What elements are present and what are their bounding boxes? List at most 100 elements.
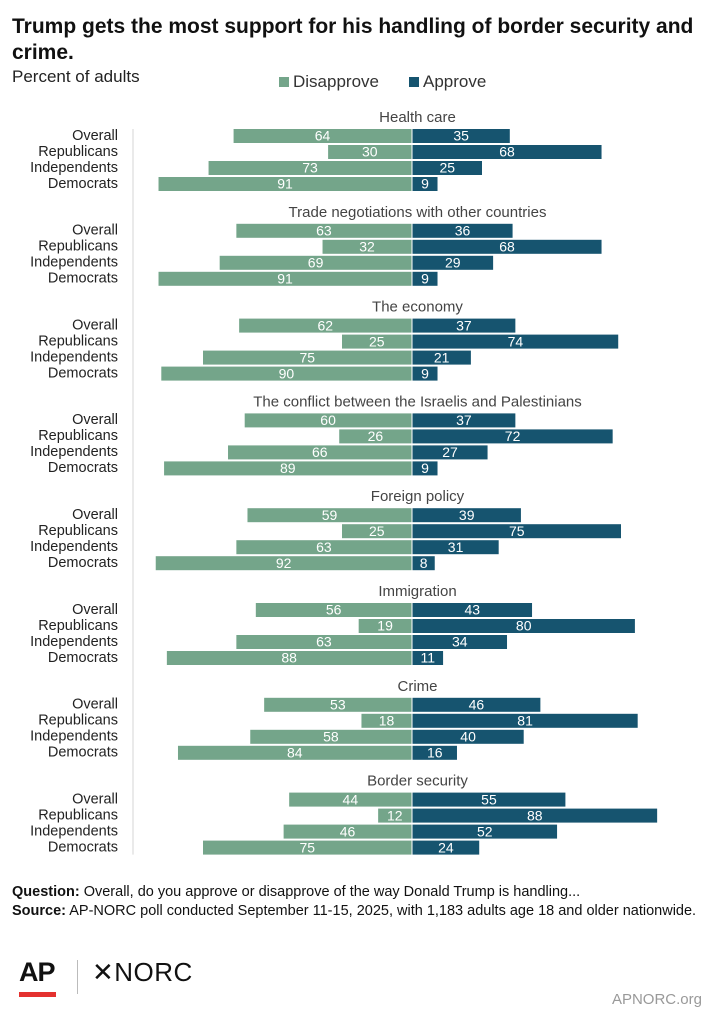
source-label: Source:: [12, 903, 66, 919]
bar-disapprove: [239, 318, 412, 333]
bar-disapprove: [166, 651, 412, 665]
data-label-approve: 88: [527, 807, 543, 823]
legend-label-disapprove: Disapprove: [293, 72, 379, 91]
data-label-approve: 8: [420, 555, 428, 571]
data-label-disapprove: 63: [316, 539, 332, 555]
bar-approve: [412, 318, 516, 333]
group-title: Health care: [379, 109, 456, 126]
bar-approve: [412, 445, 488, 460]
category-label: Independents: [30, 823, 118, 839]
data-label-approve: 72: [505, 428, 521, 444]
data-label-approve: 34: [452, 634, 468, 650]
legend-swatch-disapprove: [279, 77, 289, 87]
bar-disapprove: [161, 366, 412, 381]
bar-approve: [412, 429, 613, 444]
bar-disapprove: [255, 603, 412, 617]
site-url: APNORC.org: [611, 991, 702, 1008]
question-text: Overall, do you approve or disapprove of…: [83, 884, 581, 900]
chart-legend: Disapprove Approve: [279, 72, 516, 92]
data-label-approve: 9: [421, 365, 429, 381]
bar-approve: [412, 824, 558, 839]
category-label: Democrats: [48, 271, 118, 287]
category-label: Democrats: [48, 745, 118, 761]
bar-approve: [412, 239, 602, 254]
bar-disapprove: [236, 635, 412, 649]
data-label-disapprove: 44: [343, 791, 359, 807]
bar-approve: [412, 508, 521, 523]
group-title: The economy: [372, 299, 463, 316]
data-label-disapprove: 46: [340, 823, 356, 839]
category-label: Independents: [30, 539, 118, 555]
data-label-approve: 35: [453, 128, 469, 144]
legend-item-approve: Approve: [409, 72, 486, 92]
bar-approve: [412, 697, 541, 712]
category-label: Independents: [30, 729, 118, 745]
bar-approve: [412, 223, 513, 238]
bar-approve: [412, 366, 438, 381]
bar-approve: [412, 177, 438, 191]
data-label-disapprove: 91: [277, 176, 293, 192]
data-label-disapprove: 92: [276, 555, 292, 571]
data-label-disapprove: 25: [369, 333, 385, 349]
category-label: Republicans: [38, 523, 118, 539]
bar-disapprove: [203, 350, 412, 365]
category-label: Democrats: [48, 555, 118, 571]
bar-disapprove: [244, 413, 412, 428]
legend-item-disapprove: Disapprove: [279, 72, 379, 92]
source-text: AP-NORC poll conducted September 11-15, …: [69, 903, 697, 919]
footer-question: Question: Overall, do you approve or dis…: [12, 883, 580, 902]
bar-disapprove: [208, 161, 412, 175]
data-label-approve: 75: [509, 523, 525, 539]
data-label-disapprove: 30: [362, 144, 378, 160]
data-label-disapprove: 18: [379, 713, 395, 729]
bar-disapprove: [342, 334, 412, 349]
question-label: Question:: [12, 884, 80, 900]
group-title: Immigration: [378, 583, 456, 600]
bar-disapprove: [322, 239, 412, 254]
data-label-disapprove: 90: [279, 365, 295, 381]
category-label: Republicans: [38, 713, 118, 729]
bar-disapprove: [361, 713, 412, 728]
bar-approve: [412, 713, 638, 728]
data-label-approve: 37: [456, 317, 472, 333]
data-label-disapprove: 63: [316, 223, 332, 239]
category-label: Overall: [72, 507, 118, 523]
diverging-bar-chart: Health care Overall 64 35 Republicans 30 68 Ind…: [30, 109, 658, 855]
group-title: Crime: [398, 678, 438, 695]
bar-disapprove: [250, 729, 412, 744]
bar-disapprove: [228, 445, 412, 460]
group-title: Border security: [367, 773, 468, 790]
category-label: Overall: [72, 791, 118, 807]
data-label-disapprove: 56: [326, 602, 342, 618]
bar-approve: [412, 161, 482, 175]
data-label-disapprove: 25: [369, 523, 385, 539]
data-label-approve: 11: [421, 650, 436, 666]
data-label-approve: 9: [421, 271, 429, 287]
data-label-disapprove: 88: [281, 650, 297, 666]
bar-disapprove: [247, 508, 412, 523]
bar-approve: [412, 635, 508, 649]
category-label: Overall: [72, 697, 118, 713]
data-label-disapprove: 60: [320, 412, 336, 428]
bar-approve: [412, 271, 438, 286]
footer-source: Source: AP-NORC poll conducted September…: [12, 902, 702, 921]
bar-approve: [412, 350, 471, 365]
bar-disapprove: [283, 824, 412, 839]
bar-disapprove: [155, 556, 412, 571]
bar-disapprove: [264, 697, 412, 712]
bar-approve: [412, 556, 435, 571]
bar-approve: [412, 334, 619, 349]
chart-subtitle: Percent of adults: [12, 67, 140, 86]
data-label-disapprove: 59: [322, 507, 338, 523]
ap-logo: AP: [19, 957, 56, 987]
chart-title: Trump gets the most support for his hand…: [12, 15, 694, 64]
bar-approve: [412, 413, 516, 428]
data-label-approve: 55: [481, 791, 497, 807]
data-label-disapprove: 75: [299, 839, 315, 855]
bar-approve: [412, 255, 494, 270]
category-label: Overall: [72, 317, 118, 333]
ap-logo-underline: [19, 992, 56, 997]
data-label-disapprove: 53: [330, 697, 346, 713]
data-label-disapprove: 19: [377, 618, 393, 634]
bar-disapprove: [233, 129, 412, 143]
